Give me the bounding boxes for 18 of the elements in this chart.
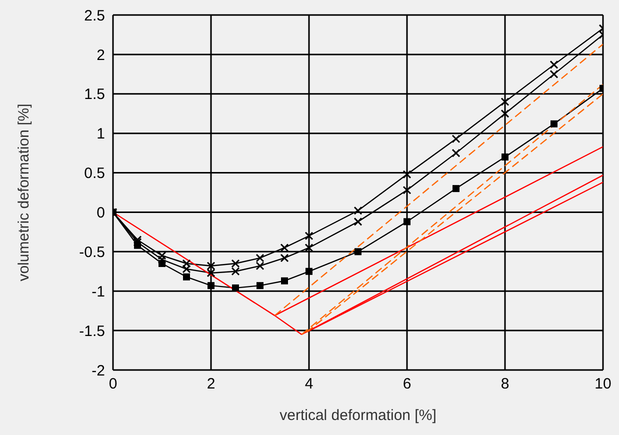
- y-tick-label: -2: [92, 362, 105, 380]
- y-tick-label: 1: [96, 126, 105, 143]
- x-axis-title: vertical deformation [%]: [280, 407, 436, 424]
- x-tick-label: 8: [500, 376, 510, 393]
- y-tick-label: 0.5: [84, 165, 105, 182]
- y-tick-label: 2.5: [84, 7, 105, 24]
- y-tick-label: -1.5: [79, 322, 105, 340]
- x-tick-label: 0: [108, 376, 118, 393]
- y-tick-label: 0: [96, 204, 105, 222]
- y-tick-label: -1: [92, 283, 105, 300]
- y-axis-title: volumetric deformation [%]: [15, 104, 32, 282]
- x-tick-label: 6: [402, 376, 412, 393]
- x-tick-label: 4: [304, 376, 314, 393]
- y-tick-label: -0.5: [79, 244, 105, 261]
- y-tick-label: 1.5: [84, 86, 105, 104]
- y-tick-label: 2: [96, 46, 105, 64]
- x-tick-label: 2: [206, 376, 216, 393]
- x-tick-label: 10: [594, 376, 612, 393]
